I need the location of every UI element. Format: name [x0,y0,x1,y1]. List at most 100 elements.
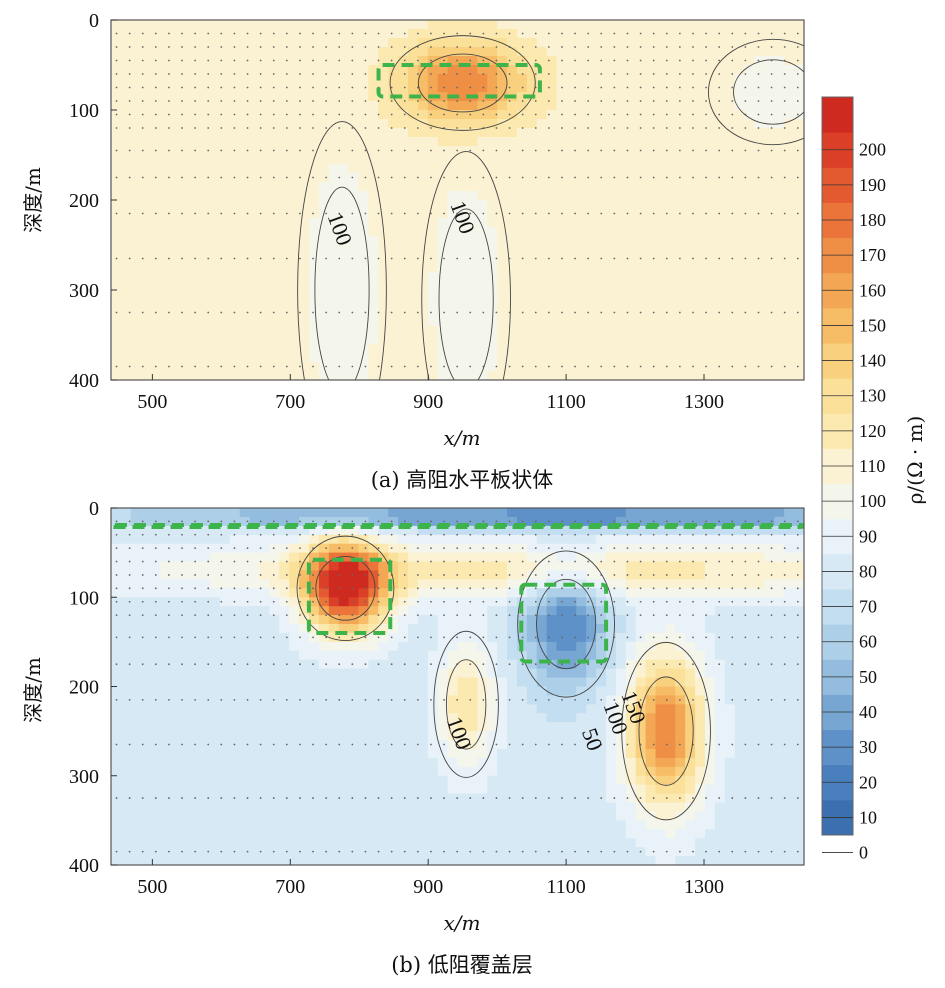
heatmap-cell [378,191,389,201]
heatmap-cell [348,200,360,210]
heatmap-cell [714,579,726,589]
mesh-dot [233,149,236,152]
mesh-dot [574,100,576,102]
heatmap-cell [635,624,647,634]
heatmap-cell [219,606,231,616]
heatmap-cell [645,326,657,336]
heatmap-cell [487,335,498,345]
heatmap-cell [160,516,171,527]
heatmap-cell [487,641,498,652]
mesh-dot [718,365,721,368]
heatmap-cell [635,245,647,255]
mesh-dot [600,59,603,62]
heatmap-cell [309,353,320,363]
mesh-dot [731,73,734,75]
heatmap-cell [289,56,300,66]
heatmap-cell [269,227,280,237]
heatmap-cell [398,209,409,219]
heatmap-cell [318,263,330,273]
heatmap-cell [219,38,231,48]
heatmap-cell [467,101,478,111]
mesh-dot [796,311,799,314]
heatmap-cell [546,110,558,120]
heatmap-cell [615,632,627,643]
heatmap-cell [546,137,558,147]
heatmap-cell [744,128,756,138]
heatmap-cell [625,29,637,39]
heatmap-cell [695,128,706,138]
heatmap-cell [447,516,459,527]
heatmap-cell [764,20,775,30]
heatmap-cell [645,209,657,219]
heatmap-cell [566,597,577,607]
heatmap-cell [289,110,300,120]
heatmap-cell [437,155,449,165]
heatmap-cell [130,543,142,554]
heatmap-cell [269,182,280,192]
heatmap-cell [467,119,478,129]
heatmap-cell [655,659,666,670]
heatmap-cell [358,191,369,201]
heatmap-cell [675,47,686,57]
heatmap-cell [318,516,330,527]
heatmap-cell [714,101,726,111]
mesh-dot [207,86,210,89]
heatmap-cell [536,615,548,625]
heatmap-cell [120,632,132,643]
mesh-dot [783,257,786,260]
heatmap-cell [259,146,270,156]
heatmap-cell [358,263,369,273]
mesh-dot [181,113,183,116]
heatmap-cell [219,525,231,536]
heatmap-cell [675,588,686,598]
heatmap-cell [408,119,419,129]
heatmap-cell [744,56,756,66]
heatmap-cell [210,218,221,228]
heatmap-cell [210,525,221,536]
heatmap-cell [279,155,290,165]
heatmap-cell [734,290,746,300]
heatmap-cell [289,525,300,536]
heatmap-cell [328,624,340,634]
heatmap-cell [507,101,518,111]
heatmap-cell [140,47,152,57]
heatmap-cell [596,281,607,291]
heatmap-cell [477,606,488,616]
heatmap-cell [635,20,647,30]
mesh-dot [456,365,459,368]
heatmap-cell [318,245,330,255]
heatmap-cell [507,83,518,93]
heatmap-cell [477,20,488,30]
heatmap-cell [507,218,518,228]
heatmap-cell [635,588,647,598]
heatmap-cell [615,218,627,228]
heatmap-cell [170,281,181,291]
heatmap-cell [299,155,310,165]
heatmap-cell [665,101,676,111]
heatmap-cell [606,668,617,679]
heatmap-cell [200,686,211,697]
heatmap-cell [368,632,379,643]
heatmap-cell [556,137,567,147]
heatmap-cell [368,254,379,264]
heatmap-cell [269,236,280,246]
heatmap-cell [734,516,746,527]
heatmap-cell [219,200,231,210]
heatmap-cell [695,344,706,354]
heatmap-cell [160,362,171,372]
heatmap-cell [586,588,597,598]
heatmap-cell [130,606,142,616]
heatmap-cell [764,508,775,518]
heatmap-cell [487,254,498,264]
heatmap-cell [378,56,389,66]
y-tick-label: 400 [69,370,99,392]
mesh-dot [796,365,799,368]
heatmap-cell [358,209,369,219]
heatmap-cell [556,561,567,572]
heatmap-cell [210,344,221,354]
heatmap-cell [398,624,409,634]
heatmap-cell [427,308,439,318]
heatmap-cell [645,344,657,354]
heatmap-cell [695,164,706,174]
heatmap-cell [477,371,488,380]
